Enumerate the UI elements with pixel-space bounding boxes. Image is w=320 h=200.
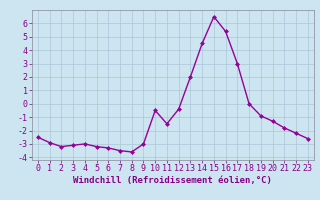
X-axis label: Windchill (Refroidissement éolien,°C): Windchill (Refroidissement éolien,°C) xyxy=(73,176,272,185)
